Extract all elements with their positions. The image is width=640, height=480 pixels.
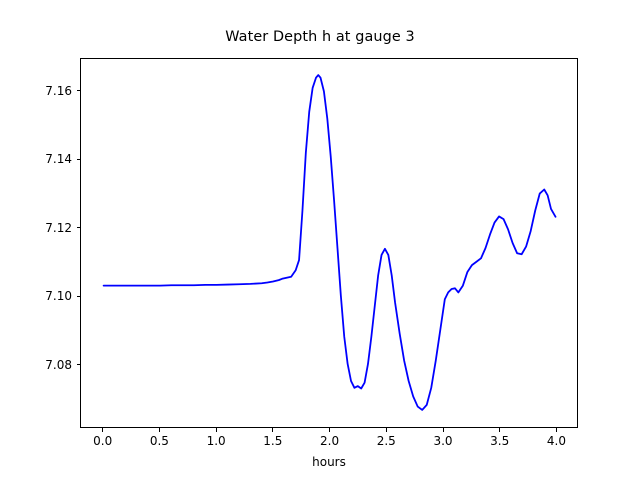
y-tick-mark [76,158,80,160]
y-tick-mark [76,364,80,366]
line-plot-svg [102,74,557,411]
data-series-line [102,74,557,411]
x-axis-label: hours [312,455,346,469]
y-tick-label: 7.10 [45,289,72,304]
x-tick-label: 4.0 [546,434,566,448]
x-tick-mark [272,428,274,432]
x-tick-label: 0.5 [149,434,169,448]
y-tick-mark [76,295,80,297]
x-tick-label: 0.0 [93,434,113,448]
x-tick-mark [499,428,501,432]
x-tick-label: 1.5 [263,434,283,448]
y-tick-label: 7.14 [45,152,72,167]
page-title: Water Depth h at gauge 3 [225,29,415,45]
x-tick-mark [102,428,104,432]
plot-area [80,58,578,428]
x-tick-label: 3.5 [490,434,510,448]
x-tick-mark [385,428,387,432]
x-tick-label: 2.5 [376,434,396,448]
x-tick-mark [329,428,331,432]
y-tick-label: 7.08 [45,357,72,372]
x-tick-label: 1.0 [206,434,226,448]
x-tick-mark [215,428,217,432]
y-tick-label: 7.16 [45,83,72,98]
x-tick-mark [555,428,558,432]
y-tick-mark [76,227,80,229]
x-tick-label: 3.0 [433,434,453,448]
y-tick-label: 7.12 [45,220,72,235]
x-tick-mark [442,428,444,432]
x-tick-label: 2.0 [320,434,340,448]
y-tick-mark [76,90,80,92]
x-tick-mark [158,428,160,432]
